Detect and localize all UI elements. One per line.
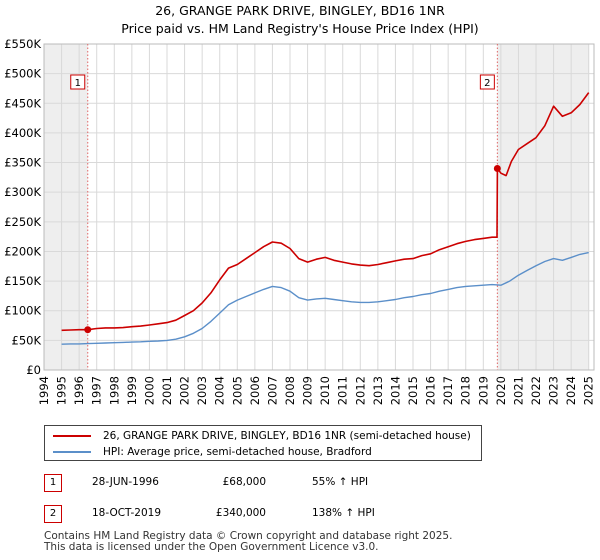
sale-point-2 <box>493 164 501 172</box>
legend-item-property: 26, GRANGE PARK DRIVE, BINGLEY, BD16 1NR… <box>53 428 471 444</box>
sale-price-2: £340,000 <box>215 507 266 519</box>
y-tick-label: £300K <box>4 185 41 199</box>
x-tick-label: 1999 <box>125 376 139 405</box>
x-tick-label: 1997 <box>90 376 104 405</box>
x-tick-label: 1995 <box>55 376 69 405</box>
shade-before-sale-1 <box>44 44 88 370</box>
y-tick-label: £550K <box>4 37 41 51</box>
x-tick-label: 2022 <box>529 376 543 405</box>
x-tick-label: 2001 <box>160 376 174 405</box>
x-tick-label: 2010 <box>318 376 332 405</box>
y-tick-label: £350K <box>4 156 41 170</box>
plot-border <box>43 43 595 371</box>
legend-swatch-hpi <box>53 451 91 453</box>
x-tick-label: 2003 <box>195 376 209 405</box>
shade-after-sale-2 <box>497 44 594 370</box>
x-tick-label: 2014 <box>388 376 402 405</box>
x-tick-label: 2012 <box>353 376 367 405</box>
x-tick-label: 1994 <box>37 376 51 405</box>
x-tick-label: 2006 <box>248 376 262 405</box>
legend-item-hpi: HPI: Average price, semi-detached house,… <box>53 444 372 460</box>
sale-hpi-2: 138% ↑ HPI <box>312 507 375 519</box>
x-tick-label: 2008 <box>283 376 297 405</box>
x-tick-label: 2004 <box>213 376 227 405</box>
sale-price-1: £68,000 <box>222 476 266 488</box>
x-tick-label: 2021 <box>511 376 525 405</box>
footer-copyright: Contains HM Land Registry data © Crown c… <box>44 530 453 542</box>
x-tick-label: 2005 <box>230 376 244 405</box>
x-tick-label: 2013 <box>371 376 385 405</box>
legend-swatch-property <box>53 435 91 437</box>
sale-date-1: 28-JUN-1996 <box>92 476 159 488</box>
x-tick-label: 2018 <box>459 376 473 405</box>
sale-marker-2: 2 <box>44 505 62 523</box>
x-tick-label: 2009 <box>301 376 315 405</box>
legend-label-hpi: HPI: Average price, semi-detached house,… <box>103 446 372 458</box>
sale-date-2: 18-OCT-2019 <box>92 507 161 519</box>
series-line-property <box>61 92 590 332</box>
x-tick-label: 2007 <box>265 376 279 405</box>
y-tick-label: £500K <box>4 67 41 81</box>
x-tick-label: 2017 <box>441 376 455 405</box>
sale-hpi-1: 55% ↑ HPI <box>312 476 369 488</box>
sale-box-label-1: 1 <box>75 78 81 89</box>
chart-subtitle: Price paid vs. HM Land Registry's House … <box>121 21 479 36</box>
y-tick-label: £150K <box>4 274 41 288</box>
legend-label-property: 26, GRANGE PARK DRIVE, BINGLEY, BD16 1NR… <box>103 430 471 442</box>
chart-title: 26, GRANGE PARK DRIVE, BINGLEY, BD16 1NR <box>155 3 445 18</box>
x-tick-label: 1996 <box>72 376 86 405</box>
sale-box-1 <box>70 74 86 90</box>
sale-box-2 <box>479 74 495 90</box>
x-tick-label: 2024 <box>564 376 578 405</box>
sale-marker-1: 1 <box>44 474 62 492</box>
shade-future <box>588 43 595 371</box>
legend: 26, GRANGE PARK DRIVE, BINGLEY, BD16 1NR… <box>44 425 482 461</box>
chart-title-block: 26, GRANGE PARK DRIVE, BINGLEY, BD16 1NR… <box>0 2 600 38</box>
x-tick-label: 1998 <box>107 376 121 405</box>
y-tick-label: £250K <box>4 215 41 229</box>
sale-point-1 <box>84 326 92 334</box>
x-tick-label: 2000 <box>142 376 156 405</box>
y-tick-label: £200K <box>4 244 41 258</box>
price-chart: £0 £50K £100K £150K £200K £250K £300K £350K £400… <box>4 37 596 405</box>
x-tick-label: 2020 <box>494 376 508 405</box>
x-tick-label: 2015 <box>406 376 420 405</box>
y-tick-label: £0 <box>26 363 41 377</box>
y-tick-label: £50K <box>12 333 42 347</box>
x-tick-label: 2019 <box>476 376 490 405</box>
y-tick-label: £100K <box>4 304 41 318</box>
x-tick-label: 2023 <box>547 376 561 405</box>
x-tick-label: 2025 <box>582 376 596 405</box>
y-tick-label: £450K <box>4 96 41 110</box>
footer-license: This data is licensed under the Open Gov… <box>44 541 379 553</box>
x-tick-label: 2016 <box>424 376 438 405</box>
x-tick-label: 2002 <box>178 376 192 405</box>
y-tick-label: £400K <box>4 126 41 140</box>
sale-box-label-2: 2 <box>484 78 490 89</box>
footer: Contains HM Land Registry data © Crown c… <box>44 531 452 553</box>
series-line-hpi <box>61 251 589 345</box>
x-tick-label: 2011 <box>336 376 350 405</box>
